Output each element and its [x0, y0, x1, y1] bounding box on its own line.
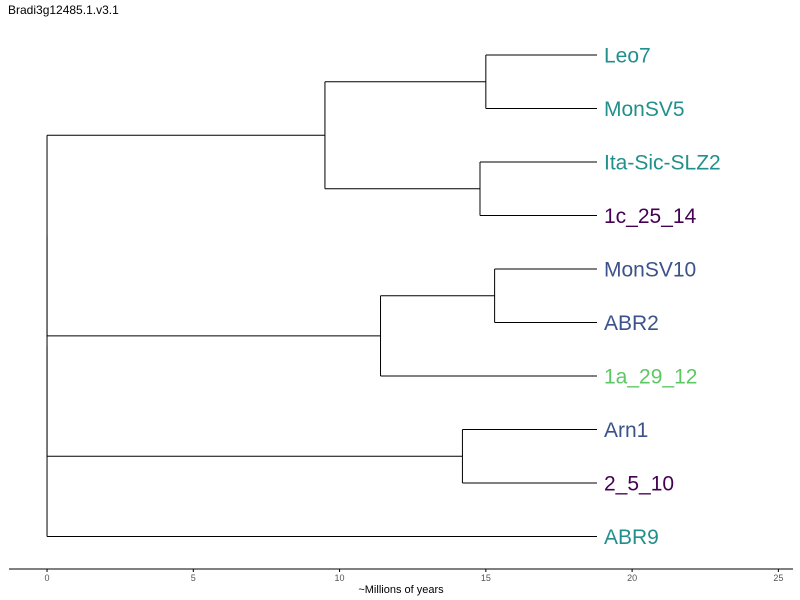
tip-label-1: MonSV5 — [604, 98, 685, 121]
x-axis: 0 5 10 15 20 25 ~Millions of years — [9, 568, 793, 596]
tree-branches — [46, 54, 597, 537]
tip-label-6: 1a_29_12 — [604, 366, 697, 389]
tip-label-3: 1c_25_14 — [604, 205, 697, 228]
tip-labels: Leo7 MonSV5 Ita-Sic-SLZ2 1c_25_14 MonSV10 ABR… — [604, 45, 721, 550]
tip-label-0: Leo7 — [604, 45, 651, 68]
x-axis-ticks: 0 5 10 15 20 25 — [45, 569, 783, 583]
tip-label-9: ABR9 — [604, 526, 659, 549]
x-tick-label-2: 10 — [335, 573, 345, 583]
x-tick-label-5: 25 — [773, 573, 783, 583]
tip-label-2: Ita-Sic-SLZ2 — [604, 152, 721, 175]
tip-label-5: ABR2 — [604, 312, 659, 335]
x-tick-label-0: 0 — [45, 573, 50, 583]
x-tick-label-1: 5 — [191, 573, 196, 583]
tip-label-7: Arn1 — [604, 419, 648, 442]
chart-title: Bradi3g12485.1.v3.1 — [8, 3, 119, 17]
x-tick-label-3: 15 — [481, 573, 491, 583]
x-tick-label-4: 20 — [627, 573, 637, 583]
tip-label-8: 2_5_10 — [604, 473, 674, 496]
x-axis-title: ~Millions of years — [358, 584, 444, 596]
tip-label-4: MonSV10 — [604, 259, 696, 282]
